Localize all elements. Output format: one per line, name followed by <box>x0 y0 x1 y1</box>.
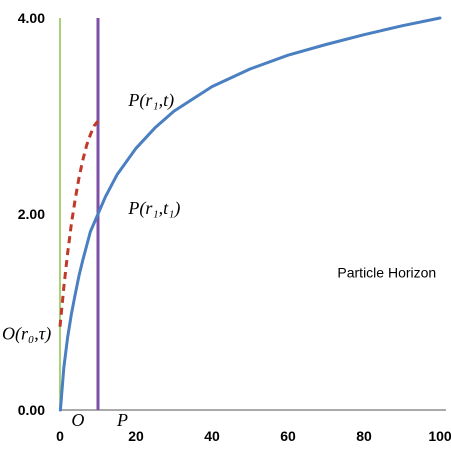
x-tick-label: 40 <box>204 428 220 444</box>
y-tick-label: 0.00 <box>18 402 45 418</box>
series-layer <box>58 16 442 412</box>
annotation-p-r1-t1: P(r₁,t₁) <box>127 198 180 219</box>
annotation-point-o: O <box>71 410 84 430</box>
tick-labels-layer: 0.00 2.00 4.00 0 20 40 60 80 100 <box>18 10 451 444</box>
x-tick-label: 100 <box>428 428 451 444</box>
x-tick-label: 20 <box>128 428 144 444</box>
annotation-o-r0-tau: O(r₀,τ) <box>2 323 51 344</box>
x-tick-label: 0 <box>56 428 64 444</box>
series-line-dashed <box>58 119 100 327</box>
series-line-solid <box>58 16 442 412</box>
annotation-particle-horizon: Particle Horizon <box>337 265 436 281</box>
annotation-point-p: P <box>116 410 128 430</box>
x-tick-label: 80 <box>356 428 372 444</box>
x-tick-label: 60 <box>280 428 296 444</box>
annotation-p-r1-t: P(r₁,t) <box>127 90 174 111</box>
y-tick-label: 2.00 <box>18 206 45 222</box>
y-tick-label: 4.00 <box>18 10 45 26</box>
annotations-layer: P(r₁,t) P(r₁,t₁) O(r₀,τ) Particle Horizon O P <box>2 90 436 430</box>
